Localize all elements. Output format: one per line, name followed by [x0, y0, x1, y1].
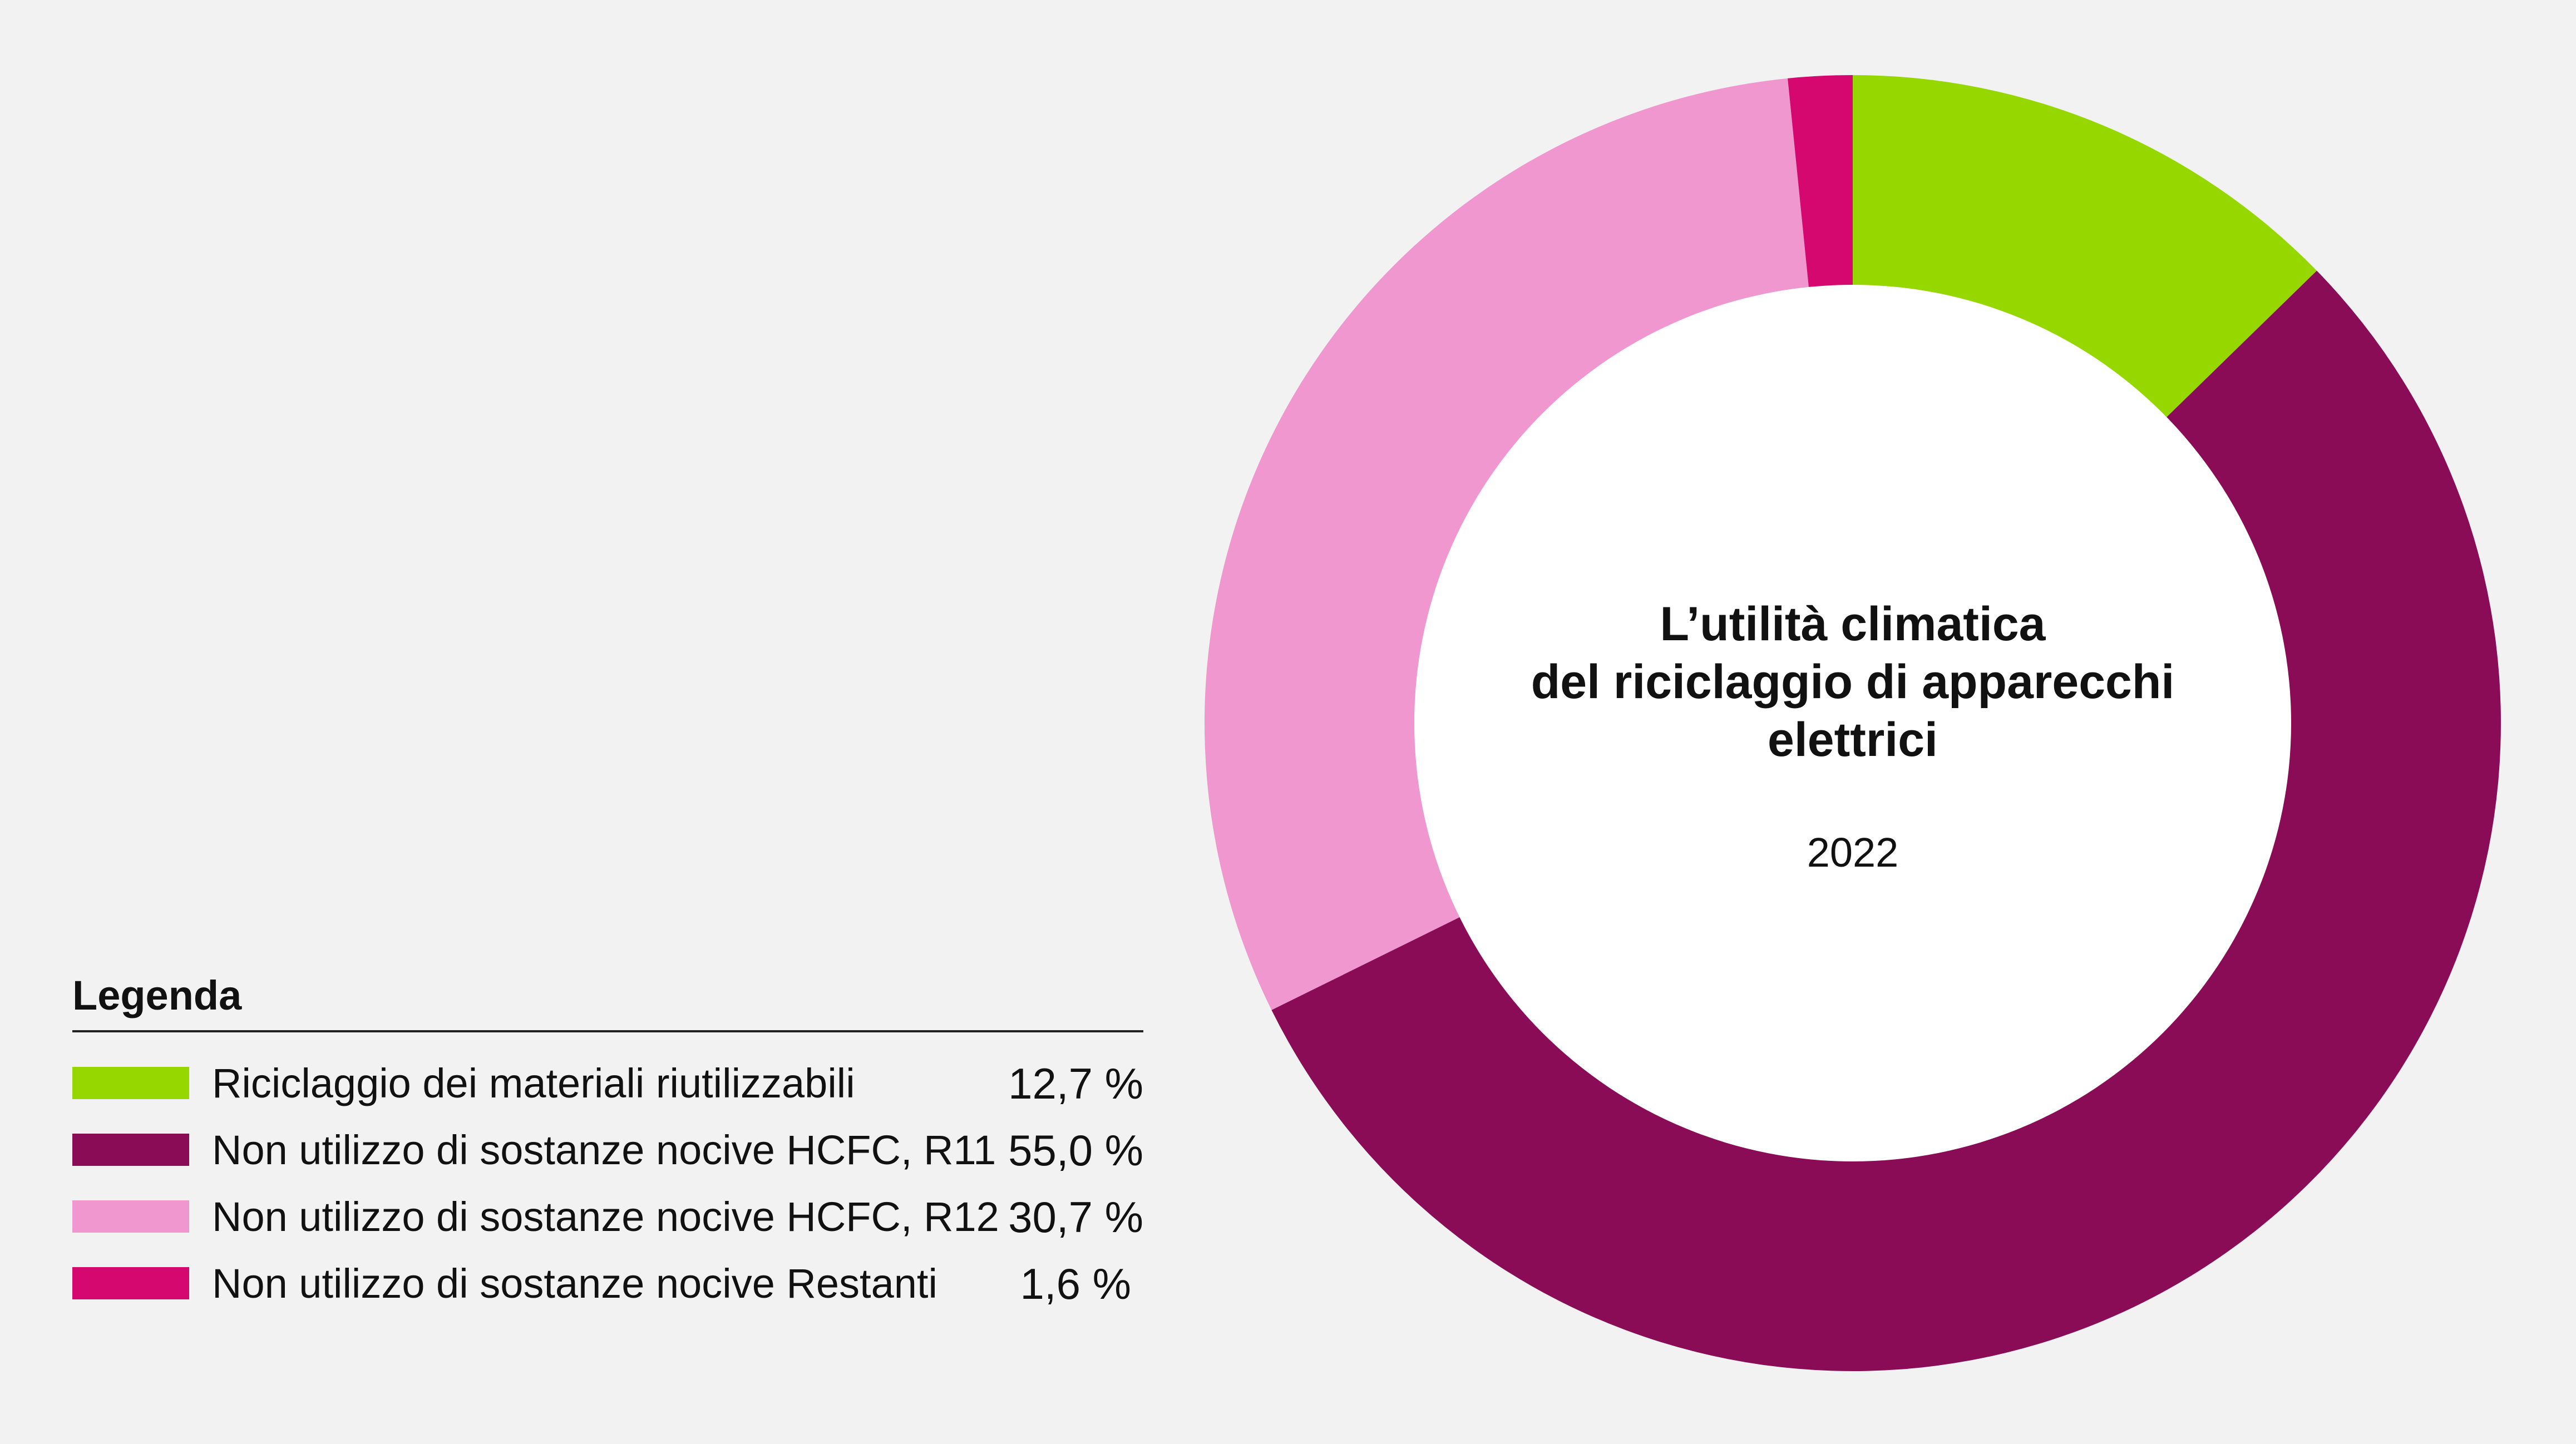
- legend-label: Riciclaggio dei materiali riutilizzabili: [212, 1060, 855, 1106]
- chart-title-line-3: elettrici: [1768, 713, 1938, 766]
- chart-subtitle-year: 2022: [1807, 829, 1899, 876]
- legend-value: 1,6 %: [1020, 1259, 1131, 1308]
- donut-hole: [1414, 285, 2291, 1161]
- legend-swatch: [72, 1200, 189, 1233]
- legend-label: Non utilizzo di sostanze nocive HCFC, R1…: [212, 1127, 996, 1173]
- legend-value: 55,0 %: [1008, 1126, 1143, 1175]
- legend-title: Legenda: [72, 972, 242, 1018]
- legend: Legenda Riciclaggio dei materiali riutil…: [72, 968, 1143, 1319]
- legend-divider: [72, 1030, 1143, 1032]
- legend-label: Non utilizzo di sostanze nocive Restanti: [212, 1260, 937, 1307]
- chart-title: L’utilità climatica del riciclaggio di a…: [1408, 595, 2298, 769]
- legend-swatch: [72, 1134, 189, 1166]
- legend-value: 30,7 %: [1008, 1193, 1143, 1242]
- legend-value: 12,7 %: [1008, 1059, 1143, 1108]
- legend-item: Non utilizzo di sostanze nocive Restanti…: [72, 1253, 1143, 1319]
- legend-swatch: [72, 1267, 189, 1299]
- chart-title-line-1: L’utilità climatica: [1660, 597, 2046, 651]
- legend-swatch: [72, 1067, 189, 1099]
- legend-item: Non utilizzo di sostanze nocive HCFC, R1…: [72, 1119, 1143, 1186]
- legend-item: Riciclaggio dei materiali riutilizzabili…: [72, 1052, 1143, 1119]
- legend-label: Non utilizzo di sostanze nocive HCFC, R1…: [212, 1194, 999, 1240]
- legend-item: Non utilizzo di sostanze nocive HCFC, R1…: [72, 1186, 1143, 1253]
- chart-title-line-2: del riciclaggio di apparecchi: [1531, 655, 2175, 709]
